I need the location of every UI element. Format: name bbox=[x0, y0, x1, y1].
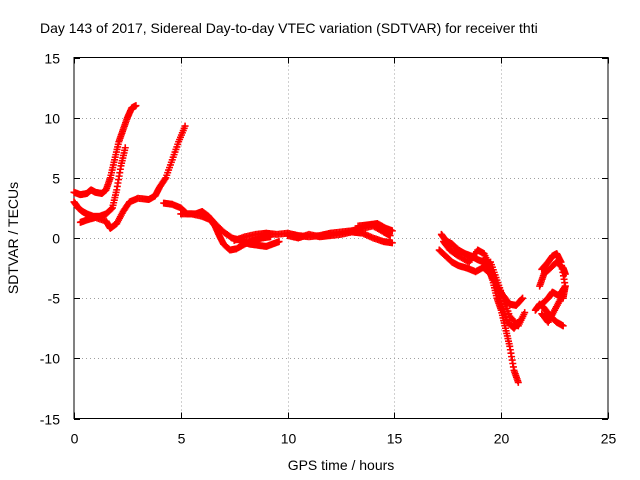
series-track-3 bbox=[76, 122, 189, 232]
data-point bbox=[132, 102, 140, 110]
series-track-2 bbox=[70, 144, 129, 220]
series-track-1 bbox=[70, 102, 140, 199]
x-tick-label: 25 bbox=[601, 431, 617, 447]
data-point bbox=[559, 322, 567, 330]
y-tick-label: 5 bbox=[52, 171, 60, 187]
y-tick-label: -5 bbox=[48, 291, 61, 307]
data-point bbox=[539, 311, 547, 319]
y-tick-label: -10 bbox=[40, 351, 60, 367]
y-tick-label: 0 bbox=[52, 231, 60, 247]
y-tick-labels: -15 -10 -5 0 5 10 15 bbox=[40, 51, 60, 428]
x-tick-label: 15 bbox=[387, 431, 403, 447]
data-point bbox=[514, 378, 522, 386]
y-axis-label: SDTVAR / TECUs bbox=[5, 182, 21, 294]
x-tick-label: 20 bbox=[494, 431, 510, 447]
data-point bbox=[388, 239, 396, 247]
data-point bbox=[519, 294, 527, 302]
gridlines bbox=[74, 57, 608, 419]
y-tick-label: 10 bbox=[44, 111, 60, 127]
data-series bbox=[70, 102, 569, 386]
y-tick-label: 15 bbox=[44, 51, 60, 67]
y-tick-label: -15 bbox=[40, 412, 60, 428]
x-axis-label: GPS time / hours bbox=[288, 457, 395, 473]
series-track-7 bbox=[284, 228, 396, 247]
data-point bbox=[521, 309, 529, 317]
data-point bbox=[518, 295, 526, 303]
data-point bbox=[121, 144, 129, 152]
data-point bbox=[388, 227, 396, 235]
series-track-16 bbox=[531, 300, 567, 330]
x-tick-label: 10 bbox=[281, 431, 297, 447]
series-track-12 bbox=[480, 264, 527, 309]
x-tick-labels: 0 5 10 15 20 25 bbox=[71, 431, 617, 447]
data-point bbox=[275, 238, 283, 246]
data-point bbox=[161, 175, 169, 183]
x-tick-label: 0 bbox=[71, 431, 79, 447]
series-track-8 bbox=[354, 220, 396, 235]
series-track-10 bbox=[440, 238, 524, 332]
chart-title: Day 143 of 2017, Sidereal Day-to-day VTE… bbox=[40, 20, 538, 36]
axis-ticks bbox=[74, 57, 609, 420]
data-point bbox=[516, 317, 524, 325]
data-point bbox=[108, 205, 116, 213]
x-tick-label: 5 bbox=[178, 431, 186, 447]
data-point bbox=[181, 122, 189, 130]
data-point bbox=[538, 310, 546, 318]
data-point bbox=[516, 316, 524, 324]
